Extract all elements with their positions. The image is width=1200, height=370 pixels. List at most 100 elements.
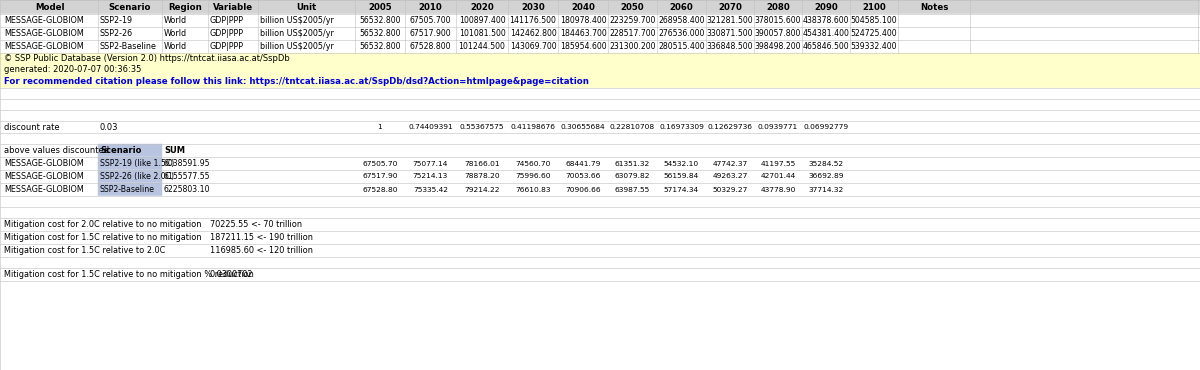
Text: Mitigation cost for 1.5C relative to 2.0C: Mitigation cost for 1.5C relative to 2.0… xyxy=(4,246,166,255)
Text: 330871.500: 330871.500 xyxy=(707,29,754,38)
Bar xyxy=(0,170,1200,183)
Text: 101244.500: 101244.500 xyxy=(458,42,505,51)
Text: MESSAGE-GLOBIOM: MESSAGE-GLOBIOM xyxy=(4,16,84,25)
Text: 74560.70: 74560.70 xyxy=(515,161,551,167)
Bar xyxy=(0,183,1200,196)
Text: MESSAGE-GLOBIOM: MESSAGE-GLOBIOM xyxy=(4,29,84,38)
Text: 0.12629736: 0.12629736 xyxy=(708,124,752,130)
Text: 2090: 2090 xyxy=(814,3,838,11)
Text: Scenario: Scenario xyxy=(100,146,142,155)
Text: billion US$2005/yr: billion US$2005/yr xyxy=(260,42,334,51)
Bar xyxy=(0,121,1200,133)
Text: 56159.84: 56159.84 xyxy=(664,174,700,179)
Text: 0.74409391: 0.74409391 xyxy=(408,124,452,130)
Text: 6225803.10: 6225803.10 xyxy=(164,185,210,194)
Text: 6038591.95: 6038591.95 xyxy=(164,159,210,168)
Text: Model: Model xyxy=(35,3,65,11)
Text: 67517.90: 67517.90 xyxy=(362,174,397,179)
Text: 390057.800: 390057.800 xyxy=(755,29,802,38)
Text: 67505.70: 67505.70 xyxy=(362,161,397,167)
Text: 2060: 2060 xyxy=(670,3,694,11)
Text: billion US$2005/yr: billion US$2005/yr xyxy=(260,16,334,25)
Text: 61351.32: 61351.32 xyxy=(614,161,650,167)
Text: 0.30655684: 0.30655684 xyxy=(560,124,605,130)
Text: 187211.15 <- 190 trillion: 187211.15 <- 190 trillion xyxy=(210,233,313,242)
Bar xyxy=(98,170,162,183)
Text: billion US$2005/yr: billion US$2005/yr xyxy=(260,29,334,38)
Text: 75077.14: 75077.14 xyxy=(413,161,448,167)
Text: 56532.800: 56532.800 xyxy=(359,29,401,38)
Text: 79214.22: 79214.22 xyxy=(464,186,499,192)
Text: 465846.500: 465846.500 xyxy=(803,42,850,51)
Text: 398498.200: 398498.200 xyxy=(755,42,802,51)
Text: MESSAGE-GLOBIOM: MESSAGE-GLOBIOM xyxy=(4,42,84,51)
Text: 276536.000: 276536.000 xyxy=(659,29,704,38)
Text: SSP2-19 (like 1.5C): SSP2-19 (like 1.5C) xyxy=(100,159,174,168)
Text: 75214.13: 75214.13 xyxy=(413,174,448,179)
Text: 0.41198676: 0.41198676 xyxy=(510,124,556,130)
Text: 185954.600: 185954.600 xyxy=(559,42,606,51)
Text: 223259.700: 223259.700 xyxy=(610,16,655,25)
Bar xyxy=(0,40,1200,53)
Text: 0.0939771: 0.0939771 xyxy=(758,124,798,130)
Text: 70906.66: 70906.66 xyxy=(565,186,601,192)
Text: 68441.79: 68441.79 xyxy=(565,161,601,167)
Text: 75996.60: 75996.60 xyxy=(515,174,551,179)
Bar xyxy=(0,14,1200,27)
Text: 2020: 2020 xyxy=(470,3,494,11)
Text: 2005: 2005 xyxy=(368,3,392,11)
Bar xyxy=(0,99,1200,110)
Text: 438378.600: 438378.600 xyxy=(803,16,850,25)
Text: 56532.800: 56532.800 xyxy=(359,42,401,51)
Text: 280515.400: 280515.400 xyxy=(658,42,704,51)
Bar xyxy=(0,268,1200,281)
Text: SUM: SUM xyxy=(164,146,185,155)
Text: 70053.66: 70053.66 xyxy=(565,174,601,179)
Text: 75335.42: 75335.42 xyxy=(413,186,448,192)
Text: Mitigation cost for 1.5C relative to no mitigation: Mitigation cost for 1.5C relative to no … xyxy=(4,233,202,242)
Text: World: World xyxy=(164,16,187,25)
Text: SSP2-19: SSP2-19 xyxy=(100,16,133,25)
Bar xyxy=(98,157,162,170)
Text: 142462.800: 142462.800 xyxy=(510,29,557,38)
Text: 37714.32: 37714.32 xyxy=(809,186,844,192)
Text: 321281.500: 321281.500 xyxy=(707,16,754,25)
Text: 2050: 2050 xyxy=(620,3,644,11)
Bar xyxy=(0,207,1200,218)
Text: 268958.400: 268958.400 xyxy=(659,16,704,25)
Text: 49263.27: 49263.27 xyxy=(713,174,748,179)
Bar xyxy=(0,144,1200,157)
Bar xyxy=(0,244,1200,257)
Text: 47742.37: 47742.37 xyxy=(713,161,748,167)
Bar xyxy=(0,157,1200,170)
Text: 0.0300702: 0.0300702 xyxy=(210,270,253,279)
Text: 454381.400: 454381.400 xyxy=(803,29,850,38)
Bar xyxy=(98,183,162,196)
Text: GDP|PPP: GDP|PPP xyxy=(210,16,244,25)
Text: 54532.10: 54532.10 xyxy=(664,161,700,167)
Bar xyxy=(0,0,1200,14)
Bar xyxy=(0,110,1200,121)
Bar xyxy=(98,144,162,157)
Text: 378015.600: 378015.600 xyxy=(755,16,802,25)
Text: discount rate: discount rate xyxy=(4,122,60,131)
Text: 143069.700: 143069.700 xyxy=(510,42,557,51)
Text: 1: 1 xyxy=(378,124,383,130)
Text: 2040: 2040 xyxy=(571,3,595,11)
Text: 504585.100: 504585.100 xyxy=(851,16,898,25)
Text: 231300.200: 231300.200 xyxy=(610,42,655,51)
Text: 63079.82: 63079.82 xyxy=(614,174,650,179)
Bar xyxy=(0,27,1200,40)
Text: 539332.400: 539332.400 xyxy=(851,42,898,51)
Text: 70225.55 <- 70 trillion: 70225.55 <- 70 trillion xyxy=(210,220,302,229)
Text: 141176.500: 141176.500 xyxy=(510,16,557,25)
Text: 100897.400: 100897.400 xyxy=(458,16,505,25)
Bar xyxy=(0,218,1200,231)
Text: Notes: Notes xyxy=(920,3,948,11)
Bar xyxy=(0,75,1200,88)
Text: 35284.52: 35284.52 xyxy=(809,161,844,167)
Text: 76610.83: 76610.83 xyxy=(515,186,551,192)
Text: 78166.01: 78166.01 xyxy=(464,161,500,167)
Text: 57174.34: 57174.34 xyxy=(664,186,700,192)
Text: GDP|PPP: GDP|PPP xyxy=(210,29,244,38)
